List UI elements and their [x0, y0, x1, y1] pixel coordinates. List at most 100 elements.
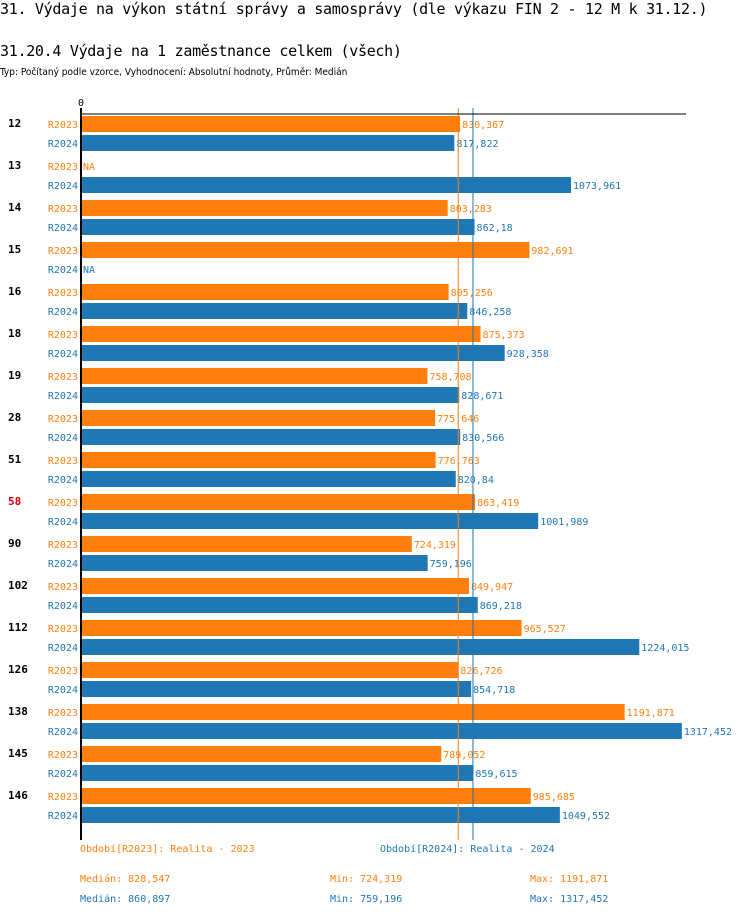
- value-label: 758,708: [429, 372, 471, 383]
- series-label: R2024: [48, 559, 78, 570]
- bar-r2023: [82, 494, 476, 510]
- value-label: 985,685: [533, 792, 575, 803]
- series-label: R2024: [48, 601, 78, 612]
- value-label: 759,196: [430, 559, 472, 570]
- series-label: R2023: [48, 246, 78, 257]
- value-label: 859,615: [475, 769, 517, 780]
- bar-r2024: [82, 597, 478, 613]
- category-label: 15: [8, 243, 21, 256]
- series-label: R2023: [48, 414, 78, 425]
- value-label: NA: [83, 162, 95, 173]
- category-label: 12: [8, 117, 21, 130]
- series-label: R2023: [48, 666, 78, 677]
- value-label: 1073,961: [573, 181, 621, 192]
- bar-r2023: [82, 746, 442, 762]
- series-label: R2024: [48, 727, 78, 738]
- value-label: 849,947: [471, 582, 513, 593]
- bar-r2024: [82, 471, 456, 487]
- series-label: R2023: [48, 372, 78, 383]
- value-label: 789,052: [443, 750, 485, 761]
- series-label: R2024: [48, 265, 78, 276]
- category-label: 28: [8, 411, 21, 424]
- bar-r2024: [82, 681, 472, 697]
- category-label: 14: [8, 201, 22, 214]
- category-label: 58: [8, 495, 21, 508]
- value-label: 1317,452: [684, 727, 732, 738]
- bar-r2024: [82, 513, 539, 529]
- value-label: 1049,552: [562, 811, 610, 822]
- value-label: 1224,015: [641, 643, 689, 654]
- series-label: R2024: [48, 349, 78, 360]
- bar-r2023: [82, 200, 448, 216]
- series-label: R2023: [48, 120, 78, 131]
- series-label: R2024: [48, 307, 78, 318]
- bar-r2023: [82, 368, 428, 384]
- series-label: R2023: [48, 792, 78, 803]
- category-label: 126: [8, 663, 28, 676]
- value-label: 830,367: [462, 120, 504, 131]
- value-label: 817,822: [456, 139, 498, 150]
- value-label: 854,718: [473, 685, 515, 696]
- bar-r2023: [82, 242, 530, 258]
- legend-r2024: Období[R2024]: Realita - 2024: [380, 844, 555, 855]
- value-label: 846,258: [469, 307, 511, 318]
- value-label: 1001,989: [540, 517, 588, 528]
- series-label: R2024: [48, 223, 78, 234]
- value-label: 982,691: [531, 246, 573, 257]
- value-label: 803,283: [450, 204, 492, 215]
- series-label: R2023: [48, 540, 78, 551]
- category-label: 18: [8, 327, 21, 340]
- bar-r2023: [82, 536, 412, 552]
- category-label: 90: [8, 537, 21, 550]
- series-label: R2023: [48, 330, 78, 341]
- bar-r2024: [82, 219, 475, 235]
- page-title: 31. Výdaje na výkon státní správy a samo…: [0, 0, 708, 18]
- stat-r2023-median: Medián: 828,547: [80, 874, 171, 885]
- value-label: 776,763: [438, 456, 480, 467]
- value-label: 875,373: [483, 330, 525, 341]
- series-label: R2023: [48, 456, 78, 467]
- bar-r2023: [82, 662, 459, 678]
- bar-r2024: [82, 135, 455, 151]
- series-label: R2024: [48, 475, 78, 486]
- stat-r2024-max: Max: 1317,452: [530, 894, 609, 905]
- bar-r2023: [82, 284, 449, 300]
- bar-r2024: [82, 387, 460, 403]
- value-label: 805,256: [451, 288, 493, 299]
- value-label: 828,671: [461, 391, 503, 402]
- value-label: 826,726: [460, 666, 502, 677]
- bar-r2024: [82, 177, 571, 193]
- category-label: 138: [8, 705, 28, 718]
- series-label: R2024: [48, 643, 78, 654]
- bar-r2024: [82, 723, 682, 739]
- value-label: 965,527: [524, 624, 566, 635]
- bar-r2023: [82, 410, 436, 426]
- bar-r2023: [82, 326, 481, 342]
- bar-r2024: [82, 345, 505, 361]
- value-label: 1191,871: [627, 708, 675, 719]
- series-label: R2024: [48, 181, 78, 192]
- series-label: R2023: [48, 708, 78, 719]
- series-label: R2023: [48, 750, 78, 761]
- bar-r2024: [82, 429, 461, 445]
- series-label: R2023: [48, 624, 78, 635]
- value-label: 830,566: [462, 433, 504, 444]
- stat-r2024-median: Medián: 860,897: [80, 894, 171, 905]
- value-label: 863,419: [477, 498, 519, 509]
- category-label: 13: [8, 159, 21, 172]
- bar-r2024: [82, 303, 468, 319]
- chart-meta: Typ: Počítaný podle vzorce, Vyhodnocení:…: [0, 67, 348, 78]
- value-label: NA: [83, 265, 95, 276]
- series-label: R2023: [48, 582, 78, 593]
- bar-r2023: [82, 788, 531, 804]
- bar-r2023: [82, 704, 625, 720]
- bar-r2024: [82, 765, 474, 781]
- series-label: R2024: [48, 517, 78, 528]
- bar-r2023: [82, 116, 461, 132]
- legend-r2023: Období[R2023]: Realita - 2023: [80, 844, 255, 855]
- series-label: R2023: [48, 204, 78, 215]
- series-label: R2023: [48, 288, 78, 299]
- category-label: 19: [8, 369, 21, 382]
- stat-r2024-min: Min: 759,196: [330, 894, 403, 905]
